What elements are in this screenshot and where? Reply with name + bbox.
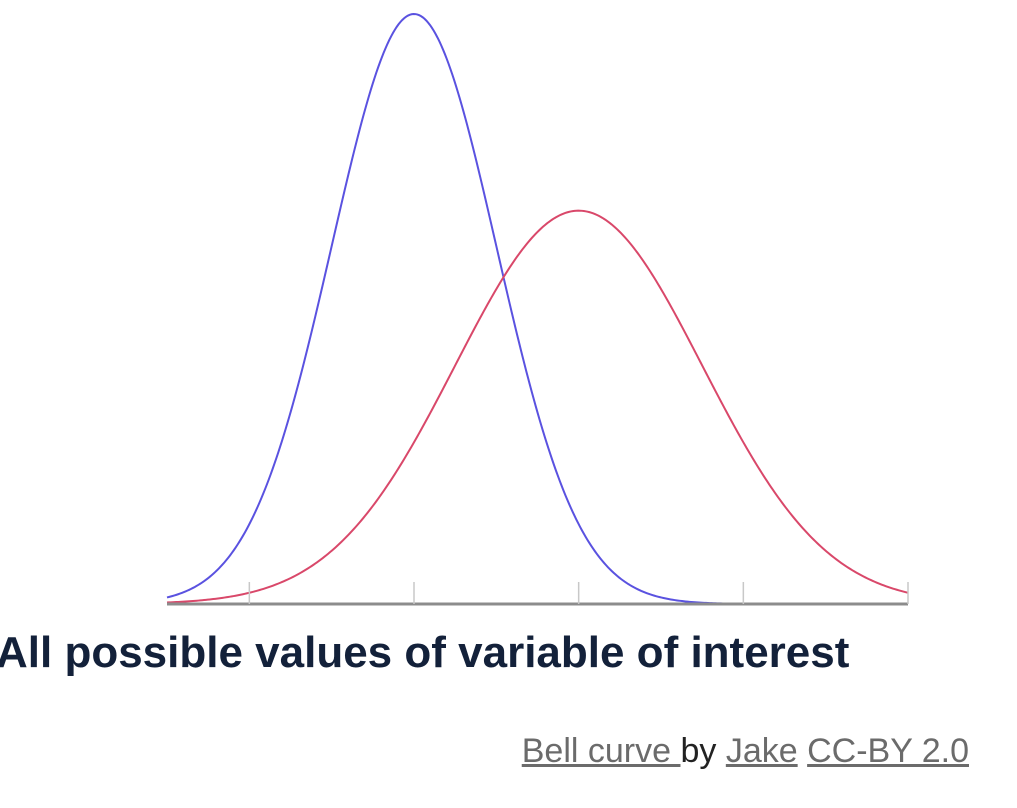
x-axis <box>167 582 909 606</box>
series-line-2 <box>166 209 909 604</box>
author-link[interactable]: Jake <box>725 732 798 770</box>
by-text: by <box>680 732 726 770</box>
license-link[interactable]: CC-BY 2.0 <box>807 732 969 770</box>
attribution: Bell curve by Jake CC-BY 2.0 <box>522 732 969 771</box>
series-line-1 <box>166 13 908 605</box>
series-curves <box>166 13 909 605</box>
chart <box>166 13 909 606</box>
x-axis-label: All possible values of variable of inter… <box>0 628 850 677</box>
bell-curve-link[interactable]: Bell curve <box>521 732 681 770</box>
